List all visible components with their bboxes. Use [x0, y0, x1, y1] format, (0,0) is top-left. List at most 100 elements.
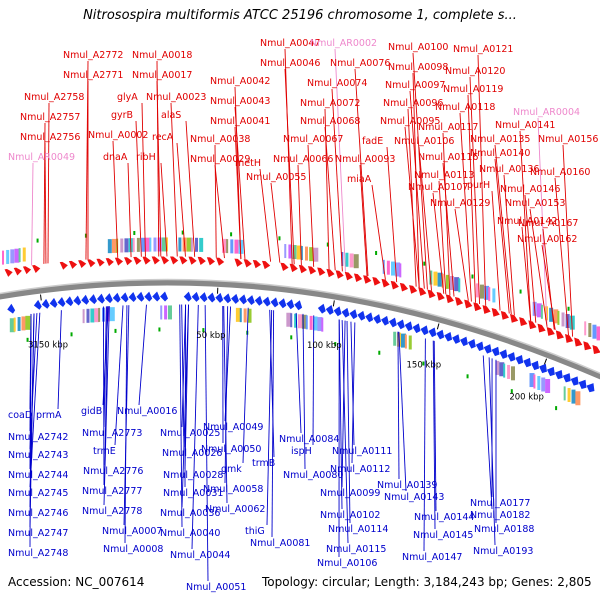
forward-gene-arrow [482, 305, 491, 314]
track-tick [181, 230, 184, 235]
forward-gene-label: Nmul_A0068 [300, 116, 360, 127]
forward-leader-line [404, 126, 420, 288]
forward-leader-line [412, 52, 428, 290]
cog-block-forward [386, 260, 390, 275]
cog-block-reverse [297, 314, 302, 329]
reverse-leader-line [397, 331, 400, 480]
cog-block-reverse [160, 305, 163, 320]
forward-leader-line [112, 140, 119, 258]
forward-gene-arrow [78, 260, 87, 269]
forward-leader-line [529, 208, 548, 327]
forward-gene-arrow [280, 262, 289, 272]
cog-block-reverse [290, 313, 293, 328]
forward-gene-arrow [317, 267, 326, 276]
forward-gene-label: Nmul_A0023 [146, 92, 206, 103]
cog-block-forward [458, 278, 461, 293]
reverse-leader-line [346, 320, 351, 524]
forward-gene-label: Nmul_A0160 [530, 167, 590, 178]
forward-leader-line [562, 144, 574, 337]
cog-block-reverse [82, 309, 85, 324]
reverse-gene-label: Nmul_A2746 [8, 508, 68, 519]
reverse-leader-line [271, 310, 275, 538]
forward-gene-arrow [454, 296, 464, 306]
cog-block-forward [288, 244, 292, 259]
cog-block-reverse [563, 386, 566, 401]
reverse-gene-label: Nmul_A0106 [317, 558, 377, 569]
reverse-gene-arrow [546, 366, 555, 377]
reverse-leader-line [398, 331, 407, 492]
track-tick [230, 232, 233, 237]
reverse-gene-label: Nmul_A0044 [170, 550, 230, 561]
reverse-gene-arrow [515, 354, 524, 365]
cog-block-forward [484, 285, 490, 300]
forward-gene-label: Nmul_A0047 [260, 38, 320, 49]
reverse-gene-label: Nmul_A0062 [205, 504, 265, 515]
forward-gene-label: Nmul_AR0049 [8, 152, 75, 163]
reverse-gene-label: Nmul_A0139 [377, 480, 437, 491]
reverse-gene-arrow [96, 293, 105, 304]
forward-gene-arrow [243, 259, 252, 268]
forward-leader-line [324, 126, 336, 271]
forward-gene-arrow [170, 256, 179, 265]
forward-leader-line [47, 102, 50, 264]
forward-gene-label: Nmul_A0113 [414, 170, 474, 181]
cog-block-forward [226, 239, 229, 254]
forward-leader-line [270, 182, 281, 263]
forward-gene-label: Nmul_A0097 [385, 80, 445, 91]
forward-gene-label: Nmul_A2758 [24, 92, 84, 103]
reverse-leader-line [312, 315, 315, 446]
reverse-gene-label: Nmul_A0028 [163, 470, 223, 481]
forward-gene-label: Nmul_A0072 [300, 98, 360, 109]
forward-leader-line [141, 102, 146, 257]
reverse-gene-label: Nmul_A0050 [201, 444, 261, 455]
label-leader-lines [29, 48, 574, 582]
forward-gene-arrow [114, 257, 124, 266]
accession-text: Accession: NC_007614 [8, 575, 145, 589]
forward-leader-line [234, 126, 242, 260]
cog-block-reverse [25, 315, 31, 330]
cog-block-reverse [567, 388, 571, 403]
forward-gene-arrow [188, 256, 197, 265]
reverse-gene-label: prmA [36, 410, 62, 421]
forward-leader-line [469, 76, 481, 305]
forward-gene-arrow [390, 280, 399, 290]
cog-block-reverse [9, 318, 15, 333]
cog-block-forward [190, 237, 193, 252]
reverse-leader-line [341, 320, 346, 488]
reverse-gene-arrow [136, 291, 145, 302]
reverse-gene-label: Nmul_A2773 [82, 428, 142, 439]
reverse-gene-label: Nmul_A0144 [414, 512, 474, 523]
reverse-gene-arrow [531, 360, 540, 371]
reverse-gene-arrow [499, 349, 508, 359]
reverse-leader-line [269, 309, 275, 458]
cog-block-forward [391, 261, 396, 276]
reverse-leader-line [179, 304, 183, 528]
cog-block-forward [445, 274, 449, 289]
forward-gene-arrow [464, 299, 473, 309]
forward-gene-label: purH [467, 180, 490, 191]
forward-gene-label: recA [152, 132, 174, 143]
reverse-gene-arrow [294, 300, 303, 311]
cog-block-forward [178, 237, 182, 252]
forward-gene-arrow [491, 307, 500, 317]
cog-block-reverse [393, 331, 397, 346]
forward-leader-line [135, 120, 142, 257]
track-tick [466, 374, 469, 379]
reverse-gene-label: Nmul_A2777 [82, 486, 142, 497]
cog-block-forward [149, 237, 152, 252]
reverse-gene-label: Nmul_A0025 [160, 428, 220, 439]
track-tick [334, 342, 337, 347]
forward-leader-line [438, 180, 447, 295]
forward-gene-arrow [519, 317, 528, 326]
forward-gene-arrow [59, 261, 68, 270]
cog-block-reverse [86, 308, 90, 323]
cog-block-reverse [243, 308, 247, 323]
cog-block-forward [584, 321, 587, 336]
reverse-gene-arrow [49, 297, 58, 308]
forward-gene-label: Nmul_A0041 [210, 116, 270, 127]
reverse-leader-line [181, 304, 185, 448]
forward-leader-line [442, 162, 455, 297]
forward-gene-arrow [216, 257, 225, 266]
forward-gene-arrow [252, 260, 262, 269]
